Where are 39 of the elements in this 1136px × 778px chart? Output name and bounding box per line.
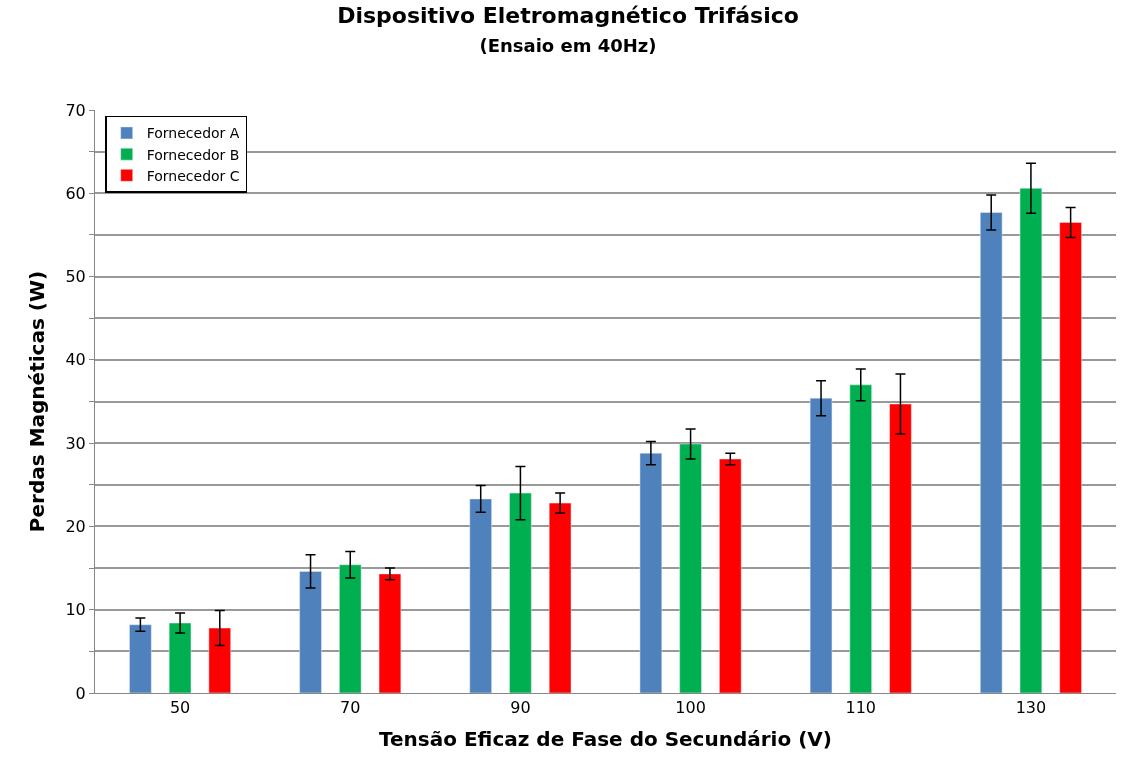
chart-subtitle: (Ensaio em 40Hz) <box>479 34 657 56</box>
y-tick-label: 10 <box>65 600 86 620</box>
x-tick-label: 90 <box>510 698 531 718</box>
bar <box>719 458 742 693</box>
bar <box>1059 222 1082 693</box>
y-tick-label: 40 <box>65 350 86 370</box>
bar <box>509 492 532 693</box>
bar <box>208 627 231 693</box>
y-tick-label: 60 <box>65 183 86 203</box>
x-tick-label: 110 <box>845 698 877 718</box>
bar <box>548 502 572 693</box>
bar <box>168 622 192 693</box>
bar <box>889 403 912 693</box>
x-tick-label: 70 <box>340 698 361 718</box>
legend-label: Fornecedor A <box>146 125 240 142</box>
bar <box>679 443 702 693</box>
bar <box>639 452 663 693</box>
y-tick-label: 20 <box>65 517 86 537</box>
bar <box>849 384 872 693</box>
y-tick-label: 0 <box>75 683 86 703</box>
x-axis-title: Tensão Eficaz de Fase do Secundário (V) <box>379 726 832 751</box>
x-tick-label: 50 <box>169 698 191 718</box>
bar <box>1019 188 1043 693</box>
x-tick-label: 100 <box>675 698 706 718</box>
bar <box>129 624 152 693</box>
bar <box>299 571 322 693</box>
y-tick-label: 70 <box>65 100 86 120</box>
bar <box>809 397 833 693</box>
legend-label: Fornecedor C <box>146 167 240 184</box>
y-axis-title: Perdas Magnéticas (W) <box>24 270 49 533</box>
bar <box>980 212 1003 693</box>
legend-label: Fornecedor B <box>146 146 240 163</box>
chart-title: Dispositivo Eletromagnético Trifásico <box>337 3 799 29</box>
y-tick-label: 50 <box>65 267 86 287</box>
y-tick-label: 30 <box>65 433 86 453</box>
bar <box>339 564 362 693</box>
bar <box>378 573 402 693</box>
x-tick-label: 130 <box>1015 698 1047 718</box>
bar <box>469 498 492 693</box>
